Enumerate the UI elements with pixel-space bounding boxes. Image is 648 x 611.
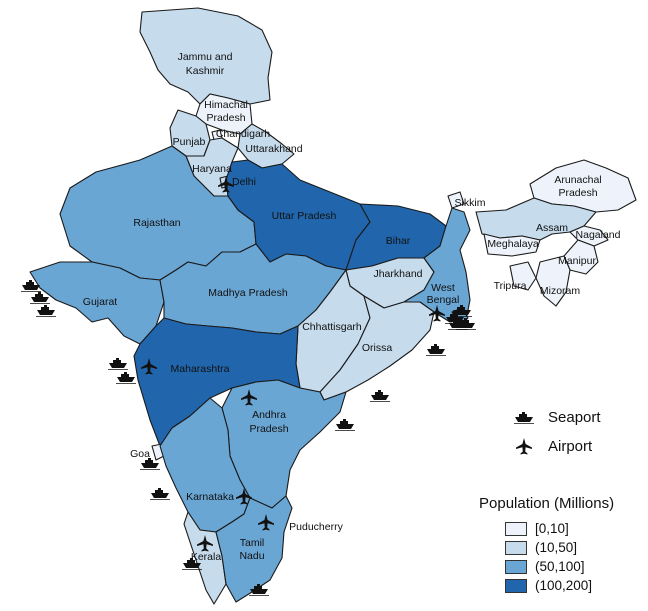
label-punjab: Punjab xyxy=(173,136,206,148)
label-rajasthan: Rajasthan xyxy=(133,217,180,229)
state-uttarakhand[interactable] xyxy=(237,123,295,169)
label-tripura: Tripura xyxy=(494,280,527,292)
state-tripura[interactable] xyxy=(509,261,537,291)
label-uttar-pradesh: Uttar Pradesh xyxy=(272,210,337,222)
seaport-icon xyxy=(149,487,171,500)
seaport-icon xyxy=(334,418,356,431)
label-chandigarh: Chandigarh xyxy=(216,128,270,140)
seaport-icon xyxy=(425,343,447,356)
legend-label: (50,100] xyxy=(535,559,585,574)
state-kerala[interactable] xyxy=(183,511,227,605)
state-west-bengal[interactable] xyxy=(403,207,471,323)
label-madhya-pradesh: Madhya Pradesh xyxy=(208,287,288,299)
label-goa: Goa xyxy=(130,448,150,460)
label-nagaland: Nagaland xyxy=(576,229,621,241)
legend-label: (100,200] xyxy=(535,578,593,593)
label-himachal-pradesh-2: Pradesh xyxy=(206,112,245,124)
state-tamil-nadu[interactable] xyxy=(215,495,293,603)
label-sikkim: Sikkim xyxy=(455,197,486,209)
airport-key-icon xyxy=(516,438,532,455)
label-andhra-pradesh: Andhra xyxy=(252,409,286,421)
label-karnataka: Karnataka xyxy=(186,491,234,503)
label-assam: Assam xyxy=(536,222,568,234)
label-himachal-pradesh: Himachal xyxy=(204,99,248,111)
label-manipur: Manipur xyxy=(558,255,596,267)
legend-swatch xyxy=(505,540,527,555)
label-bihar: Bihar xyxy=(386,235,411,247)
label-puducherry: Puducherry xyxy=(289,521,343,533)
legend-item-2: (50,100] xyxy=(505,558,585,575)
label-maharashtra: Maharashtra xyxy=(171,363,230,375)
legend-item-3: (100,200] xyxy=(505,577,592,594)
label-orissa: Orissa xyxy=(362,342,392,354)
legend-label: [0,10] xyxy=(535,521,569,536)
label-jammu-and-kashmir: Jammu and xyxy=(178,51,233,63)
legend-swatch xyxy=(505,559,527,574)
legend-swatch xyxy=(505,578,527,593)
label-mizoram: Mizoram xyxy=(540,285,581,297)
label-arunachal-pradesh: Arunachal xyxy=(554,174,601,186)
label-kerala: Kerala xyxy=(191,551,222,563)
label-west-bengal: West xyxy=(431,282,455,294)
seaport-icon xyxy=(107,357,129,370)
seaport-key: Seaport xyxy=(512,409,601,426)
legend-title: Population (Millions) xyxy=(479,495,615,512)
label-arunachal-pradesh-2: Pradesh xyxy=(558,187,597,199)
seaport-icon xyxy=(115,371,137,384)
seaport-icon xyxy=(369,389,391,402)
seaport-key-icon xyxy=(513,411,535,424)
state-meghalaya[interactable] xyxy=(483,233,541,257)
legend-swatch xyxy=(505,521,527,536)
label-haryana: Haryana xyxy=(192,163,232,175)
seaport-key-label: Seaport xyxy=(548,409,601,426)
state-mizoram[interactable] xyxy=(535,255,571,307)
state-sikkim[interactable] xyxy=(447,191,465,209)
label-tamil-nadu-2: Nadu xyxy=(239,550,264,562)
legend-label: (10,50] xyxy=(535,540,578,555)
airport-key-label: Airport xyxy=(548,437,593,455)
seaport-icon xyxy=(35,304,57,317)
legend-item-0: [0,10] xyxy=(505,520,569,537)
label-jammu-and-kashmir-2: Kashmir xyxy=(186,65,225,77)
label-andhra-pradesh-2: Pradesh xyxy=(249,423,288,435)
label-uttarakhand: Uttarakhand xyxy=(245,143,302,155)
state-orissa[interactable] xyxy=(319,295,435,401)
label-meghalaya: Meghalaya xyxy=(487,238,539,250)
label-tamil-nadu: Tamil xyxy=(240,537,265,549)
label-chhattisgarh: Chhattisgarh xyxy=(302,321,362,333)
label-jharkhand: Jharkhand xyxy=(373,268,422,280)
label-delhi: Delhi xyxy=(232,176,256,188)
label-west-bengal-2: Bengal xyxy=(427,294,460,306)
label-gujarat: Gujarat xyxy=(83,296,118,308)
legend-item-1: (10,50] xyxy=(505,539,577,556)
airport-key: Airport xyxy=(512,437,592,455)
